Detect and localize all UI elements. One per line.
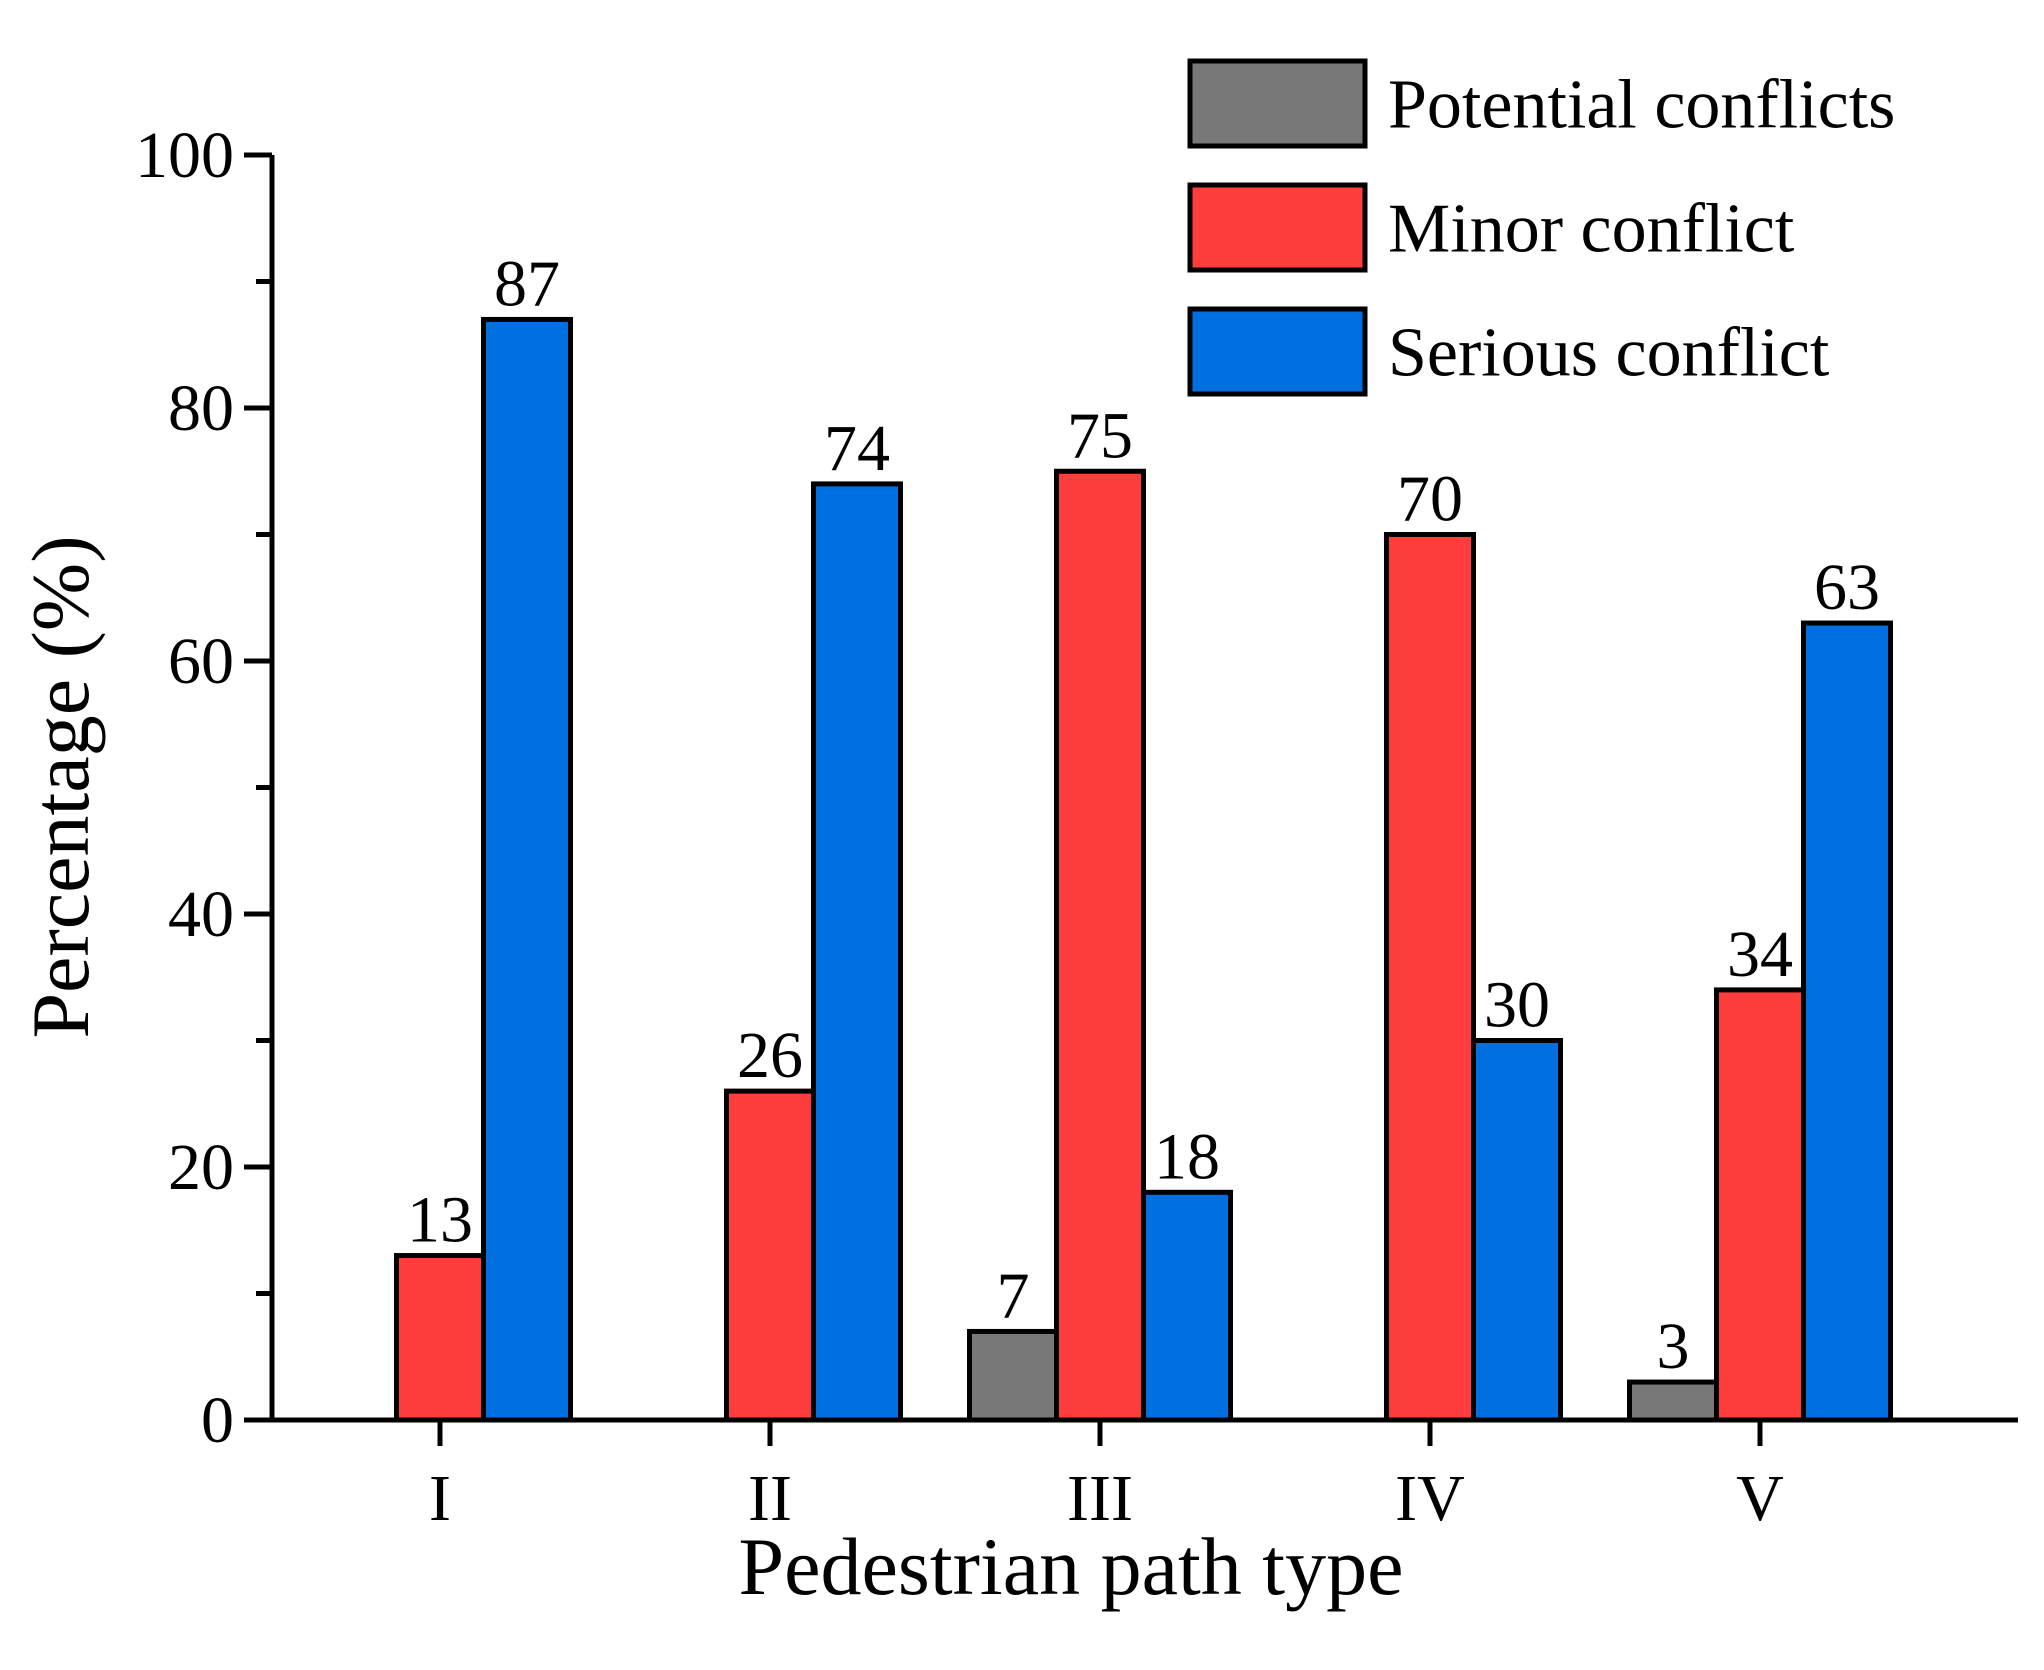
y-tick-label: 20: [168, 1131, 234, 1204]
bar: [1801, 620, 1893, 1423]
x-axis-ticks: [437, 1420, 1763, 1446]
bar-data-label: 30: [1484, 969, 1550, 1042]
bar: [811, 481, 903, 1423]
y-axis-tick-labels: 0 20 40 60 80 100: [135, 119, 234, 1457]
bar-data-label: 26: [737, 1019, 803, 1092]
bar-data-label: 87: [494, 247, 560, 320]
bar: [1714, 987, 1806, 1423]
bar-data-label: 34: [1727, 918, 1793, 991]
bar: [724, 1088, 816, 1423]
y-tick-label: 60: [168, 625, 234, 698]
bar: [481, 316, 573, 1423]
bar: [1384, 532, 1476, 1423]
bar: [1471, 1038, 1563, 1423]
y-tick-label: 100: [135, 119, 234, 192]
x-tick-label: I: [429, 1462, 451, 1535]
y-tick-label: 80: [168, 372, 234, 445]
legend-label: Serious conflict: [1388, 315, 1830, 392]
bar-data-label: 18: [1154, 1120, 1220, 1193]
bar-data-label: 7: [997, 1259, 1030, 1332]
y-axis-ticks: [244, 152, 272, 1423]
bar-data-label: 13: [407, 1184, 473, 1257]
x-tick-label: IV: [1395, 1462, 1465, 1535]
x-tick-label: III: [1067, 1462, 1133, 1535]
x-tick-label: V: [1736, 1462, 1784, 1535]
bar-data-label: 70: [1397, 463, 1463, 536]
bar-data-label: 74: [824, 412, 890, 485]
legend-swatch: [1187, 182, 1368, 273]
legend-label: Potential conflicts: [1388, 67, 1895, 144]
bar: [1627, 1379, 1719, 1423]
bar: [394, 1253, 486, 1423]
x-axis-title: Pedestrian path type: [739, 1521, 1404, 1612]
y-axis-title: Percentage (%): [15, 535, 106, 1038]
legend-swatch: [1187, 306, 1368, 397]
bar-data-label: 3: [1657, 1310, 1690, 1383]
bar-data-label: 63: [1814, 551, 1880, 624]
x-axis-tick-labels: I II III IV V: [429, 1462, 1784, 1535]
bar-data-labels: 7 3 13 26 75 70 34 87 74 18 30 63: [407, 247, 1880, 1383]
bars: [394, 316, 1893, 1423]
bar: [1054, 468, 1146, 1423]
bar-data-label: 75: [1067, 399, 1133, 472]
x-tick-label: II: [748, 1462, 792, 1535]
y-tick-label: 0: [201, 1384, 234, 1457]
legend-label: Minor conflict: [1388, 191, 1795, 268]
bar: [967, 1328, 1059, 1423]
y-tick-label: 40: [168, 878, 234, 951]
legend-swatch: [1187, 58, 1368, 149]
bar: [1141, 1189, 1233, 1423]
legend: Potential conflicts Minor conflict Serious…: [1187, 58, 1895, 397]
